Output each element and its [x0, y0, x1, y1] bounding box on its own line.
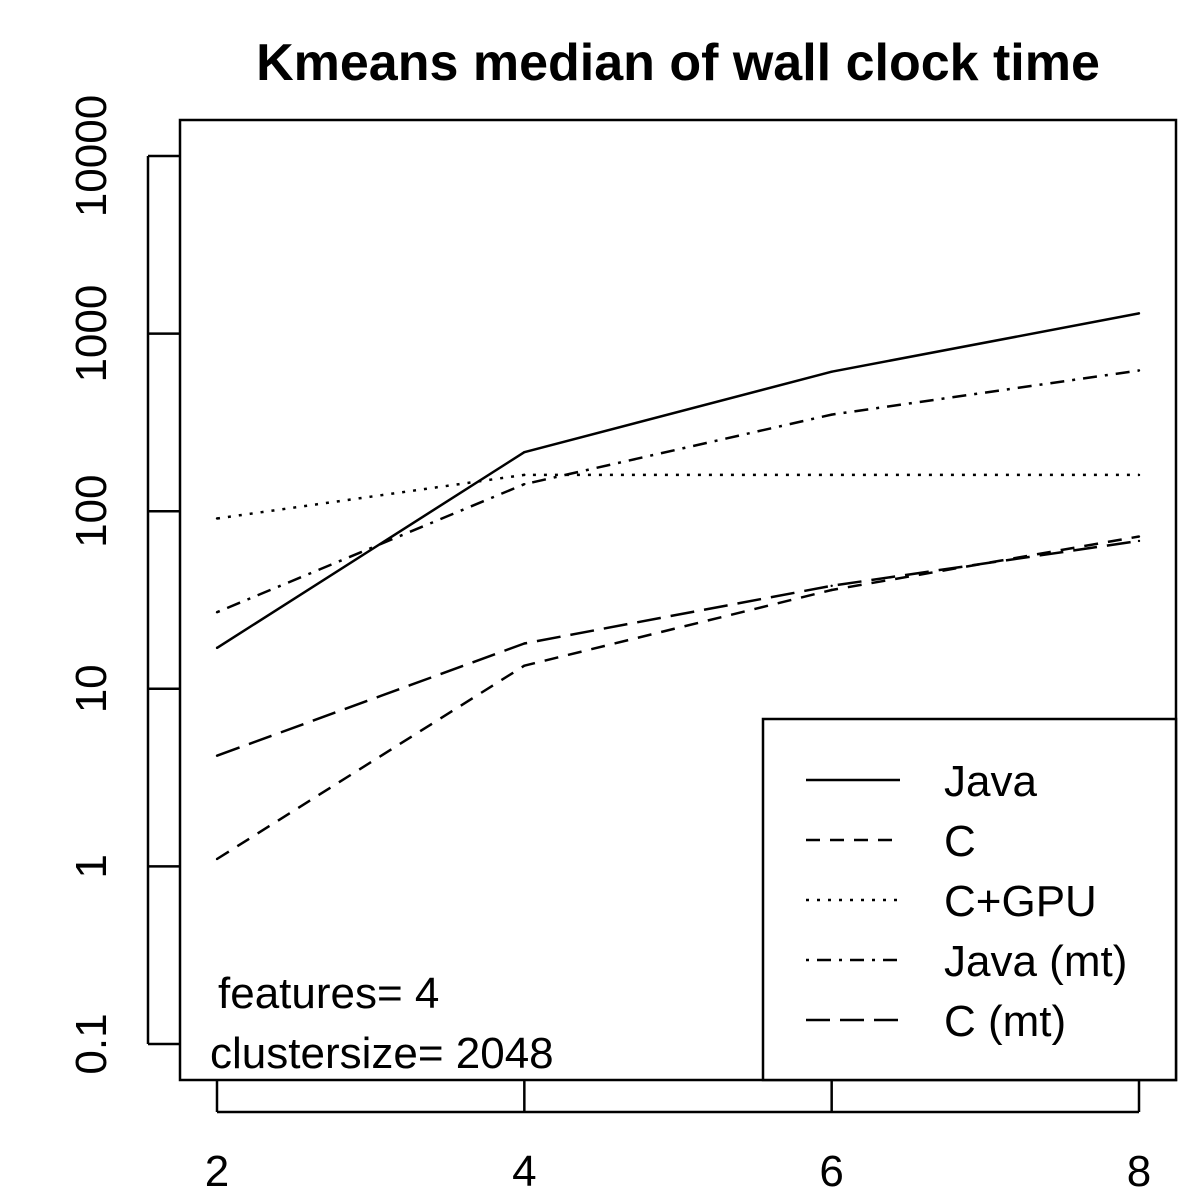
- annotation-clustersize: clustersize= 2048: [210, 1029, 554, 1078]
- data-point-c-gpu-x4: [523, 473, 526, 477]
- y-axis: 0.1 1 10 100 1000 10000: [67, 95, 180, 1075]
- data-point-c-x8: [1137, 535, 1141, 538]
- y-tick-label-100: 100: [67, 474, 116, 547]
- data-point-c-mt-x2: [215, 754, 219, 757]
- series-line-c-mt: [216, 539, 1140, 757]
- y-tick-label-0-1: 0.1: [67, 1013, 116, 1074]
- data-point-c-gpu-x8: [1137, 473, 1141, 477]
- data-point-java-x2: [215, 646, 219, 650]
- legend-label-java-mt: Java (mt): [944, 937, 1127, 986]
- x-tick-label-8: 8: [1127, 1147, 1151, 1196]
- data-point-c-x4: [523, 664, 526, 667]
- series-line-java: [216, 312, 1140, 649]
- data-point-c-x6: [830, 588, 833, 592]
- data-point-java-mt-x6: [830, 413, 833, 416]
- y-tick-label-10: 10: [67, 664, 116, 713]
- x-tick-label-6: 6: [819, 1147, 843, 1196]
- y-tick-label-10000: 10000: [67, 95, 116, 217]
- plot-frame: [178, 118, 1178, 1082]
- legend: Java C C+GPU Java (mt) C (mt): [761, 717, 1178, 1082]
- x-tick-label-4: 4: [512, 1147, 536, 1196]
- legend-label-c-mt: C (mt): [944, 997, 1066, 1046]
- annotation-features: features= 4: [218, 969, 439, 1018]
- data-point-c-x2: [215, 857, 219, 861]
- legend-label-c-gpu: C+GPU: [944, 877, 1097, 926]
- data-point-c-mt-x6: [830, 584, 833, 588]
- data-point-c-mt-x8: [1137, 539, 1141, 543]
- data-point-java-mt-x2: [215, 610, 219, 614]
- chart-title: Kmeans median of wall clock time: [256, 34, 1100, 92]
- data-point-java-x6: [830, 370, 833, 373]
- data-point-java-mt-x4: [523, 482, 526, 486]
- x-tick-label-2: 2: [205, 1147, 229, 1196]
- series-line-java-mt: [216, 369, 1140, 614]
- y-tick-label-1000: 1000: [67, 285, 116, 383]
- x-axis: 2 4 6 8: [205, 1080, 1151, 1196]
- data-point-c-gpu-x2: [215, 517, 219, 520]
- legend-label-c: C: [944, 817, 976, 866]
- series-line-c-gpu: [216, 473, 1139, 520]
- series-line-c: [216, 535, 1140, 861]
- data-point-c-mt-x4: [523, 642, 526, 645]
- data-point-java-mt-x8: [1137, 369, 1141, 372]
- data-point-c-gpu-x6: [830, 473, 833, 477]
- y-tick-label-1: 1: [67, 854, 116, 878]
- data-point-java-x4: [523, 450, 526, 454]
- data-point-java-x8: [1137, 312, 1141, 315]
- legend-label-java: Java: [944, 757, 1037, 806]
- series-layer: [215, 312, 1141, 861]
